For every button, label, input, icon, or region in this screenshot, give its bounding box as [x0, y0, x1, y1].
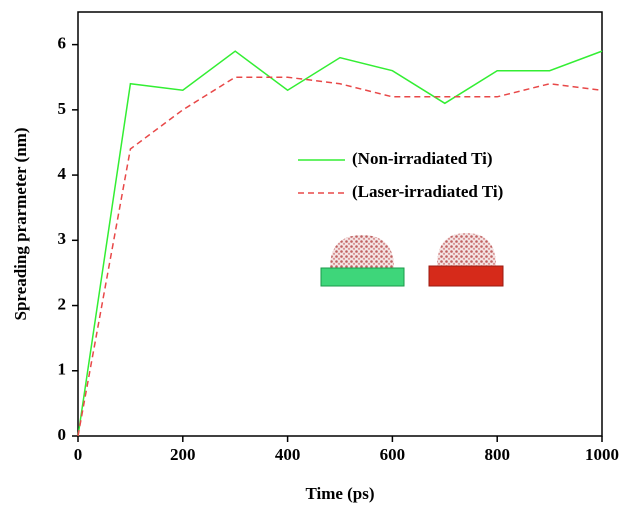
y-axis-label: Spreading prarmeter (nm) [11, 128, 30, 321]
data-line [77, 50, 603, 437]
y-tick-label: 0 [58, 425, 67, 444]
legend-label: (Non-irradiated Ti) [352, 149, 493, 168]
y-tick-label: 2 [58, 294, 67, 313]
y-tick-label: 5 [58, 99, 67, 118]
y-tick-label: 3 [58, 229, 67, 248]
x-tick-label: 0 [74, 445, 83, 464]
x-tick-label: 600 [380, 445, 406, 464]
x-tick-label: 1000 [585, 445, 619, 464]
plot-frame [77, 11, 603, 437]
x-axis-label: Time (ps) [305, 484, 374, 503]
inset-images [320, 233, 504, 287]
x-tick-label: 400 [275, 445, 301, 464]
y-tick-label: 4 [58, 164, 67, 183]
data-line [77, 76, 603, 437]
y-tick-label: 6 [58, 34, 67, 53]
y-tick-label: 1 [58, 360, 67, 379]
x-tick-label: 200 [170, 445, 196, 464]
legend-label: (Laser-irradiated Ti) [352, 182, 503, 201]
x-tick-label: 800 [484, 445, 510, 464]
